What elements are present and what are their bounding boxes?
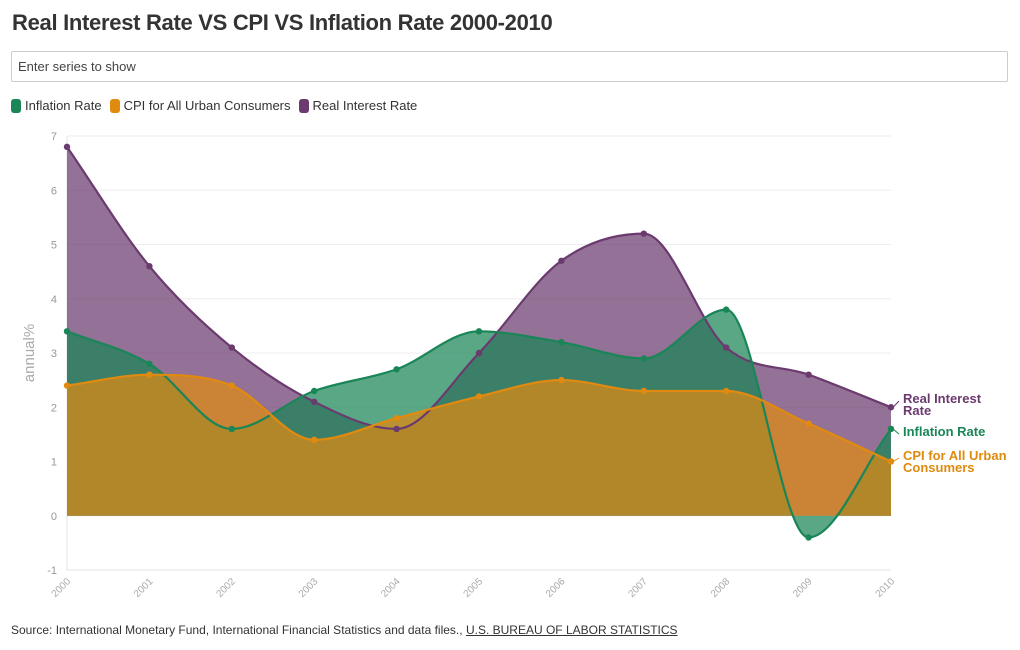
end-label-cpi-for-all-urban-consumers: Consumers <box>903 460 975 475</box>
y-tick-label: 4 <box>51 294 57 306</box>
legend-swatch-cpi <box>109 98 120 113</box>
point-inflation-rate <box>558 338 565 346</box>
point-cpi-for-all-urban-consumers <box>558 376 565 384</box>
point-cpi-for-all-urban-consumers <box>228 382 235 389</box>
point-cpi-for-all-urban-consumers <box>475 393 483 400</box>
end-label-real-interest-rate: Real Interest <box>903 391 982 406</box>
point-inflation-rate <box>640 355 647 362</box>
point-real-interest-rate <box>805 371 812 378</box>
point-cpi-for-all-urban-consumers <box>146 371 153 378</box>
point-real-interest-rate <box>63 143 71 151</box>
end-label-cpi-for-all-urban-consumers: CPI for All Urban <box>903 448 1007 463</box>
chart-title: Real Interest Rate VS CPI VS Inflation R… <box>12 10 553 35</box>
area-cpi-for-all-urban-consumers <box>67 374 891 516</box>
point-cpi-for-all-urban-consumers <box>640 387 647 395</box>
point-real-interest-rate <box>311 398 318 406</box>
source-text: Source: International Monetary Fund, Int… <box>11 623 463 637</box>
end-label-real-interest-rate: Rate <box>903 403 931 418</box>
point-inflation-rate <box>887 425 895 433</box>
y-tick-label: 0 <box>51 511 57 523</box>
end-label-connector <box>892 457 900 462</box>
source-note: Source: International Monetary Fund, Int… <box>11 623 678 637</box>
point-real-interest-rate <box>228 344 235 351</box>
y-tick-label: -1 <box>47 565 57 577</box>
legend-item-inflation-rate[interactable]: Inflation Rate <box>11 98 102 113</box>
x-tick-label: 2007 <box>626 576 650 600</box>
point-inflation-rate <box>146 360 153 368</box>
x-tick-label: 2003 <box>297 576 321 600</box>
y-tick-label: 3 <box>51 348 57 360</box>
point-inflation-rate <box>475 328 483 335</box>
point-real-interest-rate <box>640 230 647 237</box>
line-inflation-rate <box>66 308 892 539</box>
y-tick-label: 5 <box>51 240 57 252</box>
y-tick-label: 1 <box>51 457 57 469</box>
point-cpi-for-all-urban-consumers <box>311 436 318 443</box>
legend-label: Inflation Rate <box>25 98 102 113</box>
point-inflation-rate <box>723 306 730 313</box>
x-tick-label: 2001 <box>132 576 156 600</box>
point-inflation-rate <box>311 387 318 395</box>
point-cpi-for-all-urban-consumers <box>887 458 895 465</box>
legend-label: Real Interest Rate <box>312 98 418 113</box>
source-link[interactable]: U.S. BUREAU OF LABOR STATISTICS <box>465 623 678 637</box>
point-cpi-for-all-urban-consumers <box>805 420 812 427</box>
legend-swatch-inflation-rate <box>11 98 21 113</box>
legend: Inflation Rate CPI for All Urban Consume… <box>11 98 417 113</box>
point-real-interest-rate <box>393 425 400 433</box>
point-inflation-rate <box>228 425 235 433</box>
y-tick-label: 7 <box>51 131 57 143</box>
legend-label: CPI for All Urban Consumers <box>123 98 291 113</box>
end-label-connector <box>892 400 900 408</box>
series-search-input[interactable] <box>11 51 1008 82</box>
legend-item-real-interest-rate[interactable]: Real Interest Rate <box>298 98 418 113</box>
y-tick-label: 2 <box>51 402 57 414</box>
point-cpi-for-all-urban-consumers <box>723 387 730 395</box>
point-real-interest-rate <box>475 349 483 357</box>
point-real-interest-rate <box>558 257 565 264</box>
x-tick-label: 2005 <box>462 576 486 600</box>
x-tick-label: 2004 <box>379 576 403 600</box>
y-axis-label: annual% <box>21 324 38 382</box>
x-tick-label: 2010 <box>874 576 898 600</box>
point-inflation-rate <box>63 328 71 335</box>
x-tick-label: 2009 <box>791 576 815 600</box>
point-inflation-rate <box>805 534 812 541</box>
legend-item-cpi[interactable]: CPI for All Urban Consumers <box>109 98 291 113</box>
point-cpi-for-all-urban-consumers <box>63 382 71 389</box>
x-tick-label: 2006 <box>544 576 568 600</box>
point-real-interest-rate <box>146 263 153 270</box>
point-real-interest-rate <box>723 344 730 351</box>
chart-plot: -1 0 1 2 3 4 5 6 7 annual% 2000 2001 2002 2003 2004 200… <box>21 131 1007 600</box>
x-tick-label: 2008 <box>709 576 733 600</box>
point-inflation-rate <box>393 366 400 373</box>
y-tick-label: 6 <box>51 185 57 197</box>
point-real-interest-rate <box>887 404 895 411</box>
end-label-inflation-rate: Inflation Rate <box>903 424 985 439</box>
x-tick-label: 2000 <box>50 576 74 600</box>
x-tick-label: 2002 <box>214 576 238 600</box>
legend-swatch-real-interest-rate <box>298 98 309 113</box>
point-cpi-for-all-urban-consumers <box>393 414 400 422</box>
end-label-connector <box>892 428 900 435</box>
